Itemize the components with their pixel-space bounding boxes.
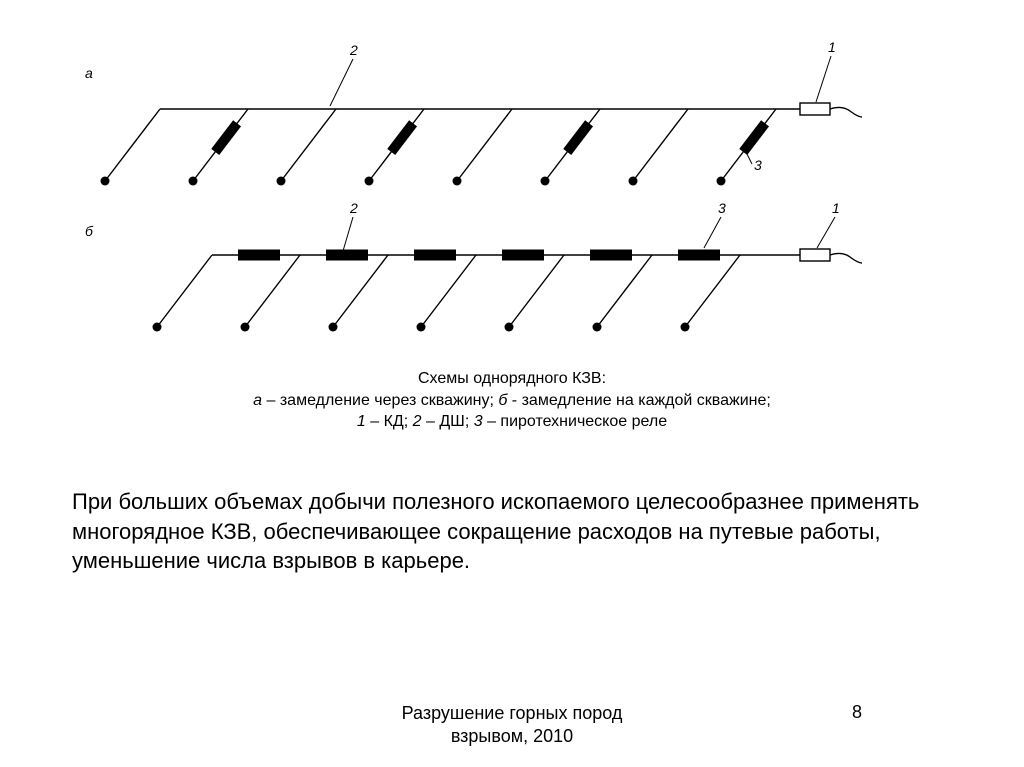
footer-line-2: взрывом, 2010	[451, 726, 573, 746]
body-paragraph: При больших объемах добычи полезного иск…	[72, 487, 952, 576]
caption-line-1: Схемы однорядного КЗВ:	[418, 370, 606, 387]
svg-text:2: 2	[349, 200, 358, 216]
blasting-schemes-diagram: а 1 2 3 б 1 2 3	[0, 0, 1024, 360]
svg-text:б: б	[85, 223, 94, 239]
svg-text:3: 3	[754, 157, 762, 173]
svg-text:1: 1	[828, 39, 836, 55]
svg-text:а: а	[85, 65, 93, 81]
caption-line-3: 1 – КД; 2 – ДШ; 3 – пиротехническое реле	[357, 413, 667, 430]
page: а 1 2 3 б 1 2 3 Схемы однорядного КЗВ: а – заме…	[0, 0, 1024, 767]
footer: Разрушение горных пород взрывом, 2010	[0, 702, 1024, 747]
diagram-caption: Схемы однорядного КЗВ: а – замедление че…	[0, 368, 1024, 433]
svg-text:3: 3	[718, 200, 726, 216]
svg-text:2: 2	[349, 42, 358, 58]
footer-line-1: Разрушение горных пород	[402, 703, 623, 723]
svg-text:1: 1	[832, 200, 840, 216]
page-number: 8	[852, 702, 862, 723]
caption-line-2: а – замедление через скважину; б - замед…	[253, 392, 771, 409]
